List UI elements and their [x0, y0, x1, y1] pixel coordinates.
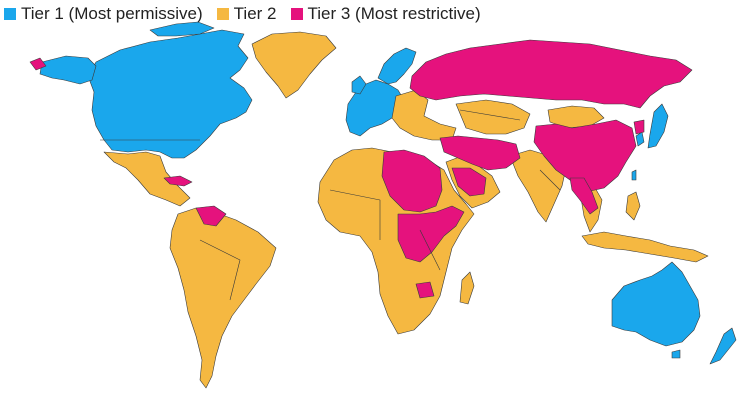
map-legend: Tier 1 (Most permissive) Tier 2 Tier 3 (…	[4, 4, 481, 24]
region-philippines	[625, 191, 641, 221]
region-scandinavia	[377, 47, 417, 85]
region-south-korea	[635, 131, 645, 147]
tier2-swatch	[216, 8, 229, 20]
legend-item-tier3: Tier 3 (Most restrictive)	[290, 4, 481, 24]
region-russia	[409, 39, 693, 109]
tier3-swatch	[290, 8, 303, 20]
country-borders	[100, 109, 561, 301]
tier1-label: Tier 1 (Most permissive)	[21, 4, 203, 23]
region-saudi-arabia	[451, 167, 487, 197]
region-north-america	[87, 29, 253, 159]
region-cuba	[163, 175, 193, 187]
region-north-africa-restrictive	[381, 149, 443, 213]
region-australia	[611, 261, 701, 347]
region-arctic-islands	[149, 21, 215, 37]
region-zimbabwe	[415, 281, 435, 299]
region-japan	[647, 103, 669, 149]
region-central-asia	[455, 99, 531, 135]
legend-item-tier2: Tier 2	[216, 4, 277, 24]
region-china	[533, 119, 637, 193]
legend-item-tier1: Tier 1 (Most permissive)	[4, 4, 203, 24]
region-east-central-africa-restrictive	[397, 205, 465, 263]
tier2-label: Tier 2	[233, 4, 277, 23]
region-mongolia	[547, 105, 605, 129]
region-madagascar	[459, 271, 475, 305]
region-taiwan	[631, 169, 637, 181]
tier1-swatch	[4, 8, 16, 20]
region-middle-east-restrictive	[439, 135, 521, 171]
region-mexico	[103, 151, 191, 207]
region-venezuela	[195, 205, 227, 227]
region-new-zealand	[709, 327, 737, 365]
tier3-label: Tier 3 (Most restrictive)	[307, 4, 481, 23]
region-uk	[351, 75, 367, 95]
region-greenland	[251, 31, 337, 99]
tier1-regions	[39, 21, 737, 365]
region-alaska	[39, 55, 97, 85]
region-indochina-restrictive	[569, 177, 599, 215]
region-indonesia	[581, 231, 709, 263]
region-eastern-europe	[391, 89, 457, 141]
tier3-regions	[29, 39, 693, 299]
region-arctic-restrictive	[29, 57, 47, 71]
region-tasmania	[671, 349, 681, 359]
region-north-korea	[633, 119, 645, 135]
region-south-america	[169, 207, 277, 389]
